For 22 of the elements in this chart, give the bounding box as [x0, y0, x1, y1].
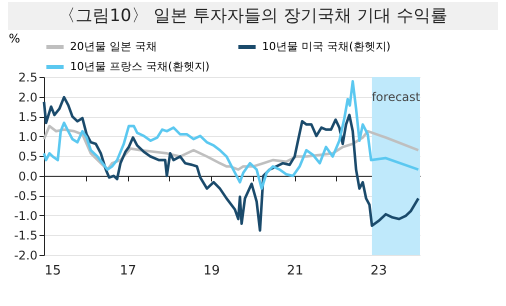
y-tick-label: 2.5 — [18, 70, 38, 84]
y-tick-label: 1.5 — [18, 110, 38, 124]
y-tick-label: 1.0 — [18, 130, 38, 144]
y-axis-title: % — [8, 32, 20, 46]
x-tick-label: 17 — [120, 264, 136, 278]
y-tick-label: -1.5 — [14, 228, 38, 243]
legend-label: 10년물 프랑스 국채(환헷지) — [70, 60, 210, 73]
band-label: forecast — [372, 90, 421, 104]
legend-label: 20년물 일본 국채 — [70, 40, 157, 53]
line-series — [42, 80, 420, 190]
chart-title: 〈그림10〉 일본 투자자들의 장기국채 기대 수익률 — [8, 2, 498, 30]
y-tick-label: 0.5 — [18, 150, 38, 164]
x-tick-label: 19 — [203, 264, 220, 278]
legend-label: 10년물 미국 국채(환헷지) — [262, 40, 391, 53]
y-tick-label: 0.0 — [18, 169, 38, 184]
x-tick-label: 23 — [370, 264, 387, 278]
y-tick-label: -0.5 — [14, 189, 38, 204]
y-tick-label: -1.0 — [14, 208, 38, 223]
y-tick-label: -2.0 — [14, 248, 38, 262]
x-tick-label: 21 — [286, 264, 304, 278]
x-tick-label: 15 — [44, 264, 62, 278]
y-tick-label: 2.0 — [18, 90, 38, 104]
